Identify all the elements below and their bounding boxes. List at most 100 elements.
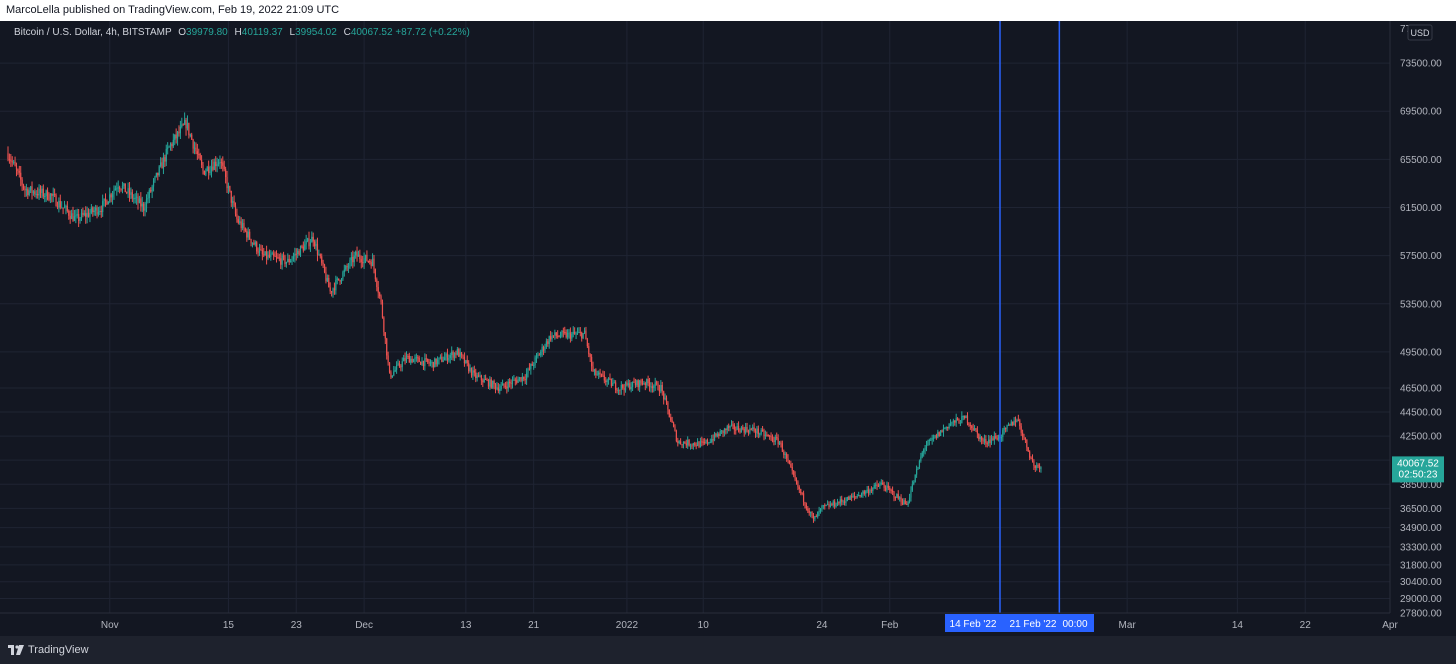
candle-body — [538, 354, 540, 356]
candle-body — [956, 418, 959, 420]
candle-body — [171, 144, 173, 147]
candle-body — [89, 212, 91, 217]
candle-body — [203, 170, 206, 175]
candle-body — [793, 470, 795, 476]
candle-body — [394, 369, 396, 372]
candle-body — [168, 146, 170, 148]
candle-body — [485, 378, 487, 380]
candle-body — [845, 500, 847, 503]
candle-body — [942, 428, 945, 432]
candle-body — [465, 360, 467, 364]
candle-body — [889, 487, 891, 490]
tradingview-logo[interactable]: TradingView — [8, 644, 89, 656]
candle-body — [469, 367, 471, 372]
candle-body — [10, 159, 12, 162]
candle-body — [1031, 457, 1034, 462]
candle-body — [712, 439, 714, 441]
candle-body — [574, 331, 576, 334]
candle-body — [15, 166, 18, 170]
candle-body — [1021, 432, 1024, 437]
candle-body — [592, 366, 594, 372]
candle-body — [106, 200, 108, 205]
candle-body — [213, 161, 215, 170]
candle-body — [797, 481, 799, 488]
candle-body — [783, 451, 785, 455]
candle-body — [63, 207, 66, 209]
x-tick-label: 23 — [291, 620, 303, 631]
candle-body — [927, 441, 929, 446]
candle-body — [403, 357, 405, 362]
candle-body — [323, 264, 326, 273]
candle-body — [555, 332, 557, 336]
candle-body — [506, 386, 508, 389]
candle-body — [76, 214, 78, 216]
candle-body — [311, 236, 313, 243]
candle-body — [179, 126, 181, 134]
candle-body — [745, 427, 747, 433]
x-tick-label: Nov — [101, 620, 119, 631]
candle-body — [770, 436, 772, 438]
candle-body — [815, 516, 817, 518]
candle-body — [521, 376, 523, 382]
candle-body — [617, 389, 620, 392]
candle-body — [828, 504, 830, 507]
candle-body — [944, 428, 946, 430]
candle-body — [1019, 420, 1021, 427]
candle-body — [253, 242, 255, 245]
candle-body — [470, 367, 473, 376]
candle-body — [107, 201, 109, 205]
candle-body — [342, 272, 344, 280]
candle-body — [462, 355, 464, 357]
candle-body — [55, 195, 57, 207]
candle-body — [723, 428, 726, 434]
candle-body — [209, 171, 211, 173]
candle-body — [288, 258, 290, 263]
candle-body — [305, 240, 307, 245]
candle-body — [609, 378, 611, 380]
candle-body — [978, 433, 980, 440]
time-axis[interactable]: Nov 15 23 Dec 13 21 2022 10 24 Feb Mar 14 22 Apr — [101, 620, 1399, 631]
candle-body — [11, 161, 13, 163]
candle-body — [708, 442, 710, 444]
candle-body — [583, 330, 586, 334]
candle-body — [718, 434, 720, 436]
candle-body — [875, 484, 877, 486]
date-highlight: 14 Feb '22 21 Feb '22 00:00 — [945, 614, 1094, 632]
candle-body — [562, 331, 564, 333]
candle-body — [996, 438, 998, 440]
candle-body — [540, 351, 542, 356]
candle-body — [870, 490, 872, 492]
x-tick-label: Mar — [1119, 620, 1137, 631]
price-axis[interactable]: 27800.00 29000.00 30400.00 31800.00 33300.00… — [1400, 59, 1442, 620]
candle-body — [811, 512, 813, 516]
candle-body — [1029, 451, 1031, 458]
candle-body — [988, 439, 990, 444]
candle-body — [49, 194, 51, 200]
candle-body — [986, 443, 988, 445]
candle-body — [774, 437, 776, 442]
candle-body — [48, 199, 50, 201]
candle-body — [22, 184, 25, 189]
candle-body — [631, 381, 634, 387]
candle-body — [684, 441, 686, 444]
candle-body — [623, 387, 625, 391]
x-tick-label: 15 — [223, 620, 235, 631]
vertical-lines[interactable] — [999, 21, 1061, 613]
candle-body — [596, 374, 598, 376]
candle-body — [872, 488, 874, 492]
currency-badge[interactable] — [1407, 24, 1433, 41]
y-tick-label: 46500.00 — [1400, 383, 1442, 394]
candle-body — [326, 277, 328, 282]
candle-body — [853, 495, 856, 497]
x-tick-label: 2022 — [616, 620, 639, 631]
candlestick-chart[interactable]: 27800.00 29000.00 30400.00 31800.00 33300.00… — [0, 21, 1456, 636]
candle-body — [964, 415, 966, 418]
candle-body — [24, 188, 26, 191]
candle-body — [66, 205, 68, 211]
candle-body — [517, 379, 519, 383]
candle-body — [244, 228, 246, 231]
candle-body — [473, 370, 475, 373]
candle-body — [95, 207, 97, 211]
candle-body — [140, 198, 142, 207]
candle-body — [233, 201, 235, 206]
